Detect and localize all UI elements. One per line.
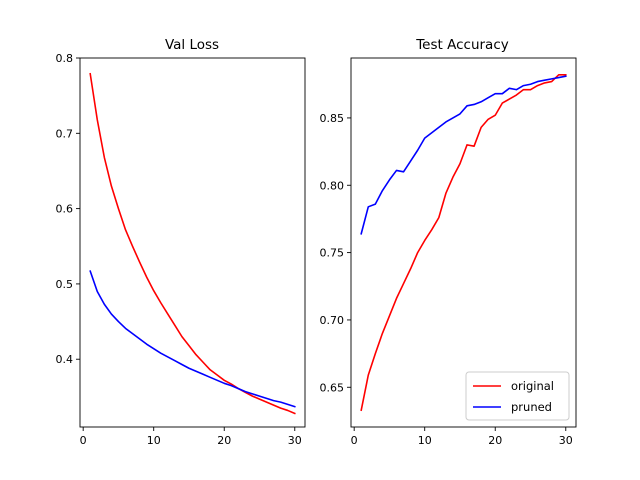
axes-frame [350, 57, 577, 428]
legend: original pruned [465, 371, 570, 421]
plot-area-test-accuracy: 0 10 20 30 0.65 0.70 0.75 0.80 0.85 [320, 57, 577, 447]
y-tick-label: 0.65 [320, 381, 345, 394]
y-tick-label: 0.8 [56, 52, 74, 65]
x-tick-label: 0 [351, 434, 358, 447]
x-tick-label: 10 [147, 434, 161, 447]
chart-title-val-loss: Val Loss [165, 37, 219, 53]
series-line-blue [89, 270, 296, 408]
series-line-original [360, 74, 567, 412]
x-tick-label: 30 [288, 434, 302, 447]
series-line-pruned [360, 75, 567, 235]
y-tick-label: 0.6 [56, 203, 74, 216]
legend-box [465, 371, 570, 421]
y-tick-label: 0.85 [320, 112, 345, 125]
axes-frame [79, 57, 306, 428]
chart-val-loss: Val Loss 0 10 20 30 0.4 0.5 0.6 0.7 0.8 [56, 37, 306, 447]
y-tick-label: 0.75 [320, 247, 345, 260]
y-tick-label: 0.70 [320, 314, 345, 327]
y-tick-label: 0.80 [320, 179, 345, 192]
y-tick-label: 0.7 [56, 127, 74, 140]
chart-test-accuracy: Test Accuracy 0 10 20 30 0.65 0.70 0.75 0.80 0.8… [320, 37, 577, 447]
x-tick-label: 0 [80, 434, 87, 447]
chart-title-test-accuracy: Test Accuracy [415, 37, 509, 53]
x-tick-label: 10 [418, 434, 432, 447]
y-tick-label: 0.4 [56, 353, 74, 366]
x-tick-label: 20 [488, 434, 502, 447]
y-tick-label: 0.5 [56, 278, 74, 291]
legend-label-pruned: pruned [511, 400, 552, 414]
plot-area-val-loss: 0 10 20 30 0.4 0.5 0.6 0.7 0.8 [56, 52, 306, 447]
legend-label-original: original [511, 379, 554, 393]
x-tick-label: 30 [559, 434, 573, 447]
x-tick-label: 20 [217, 434, 231, 447]
series-line-red [89, 72, 296, 415]
